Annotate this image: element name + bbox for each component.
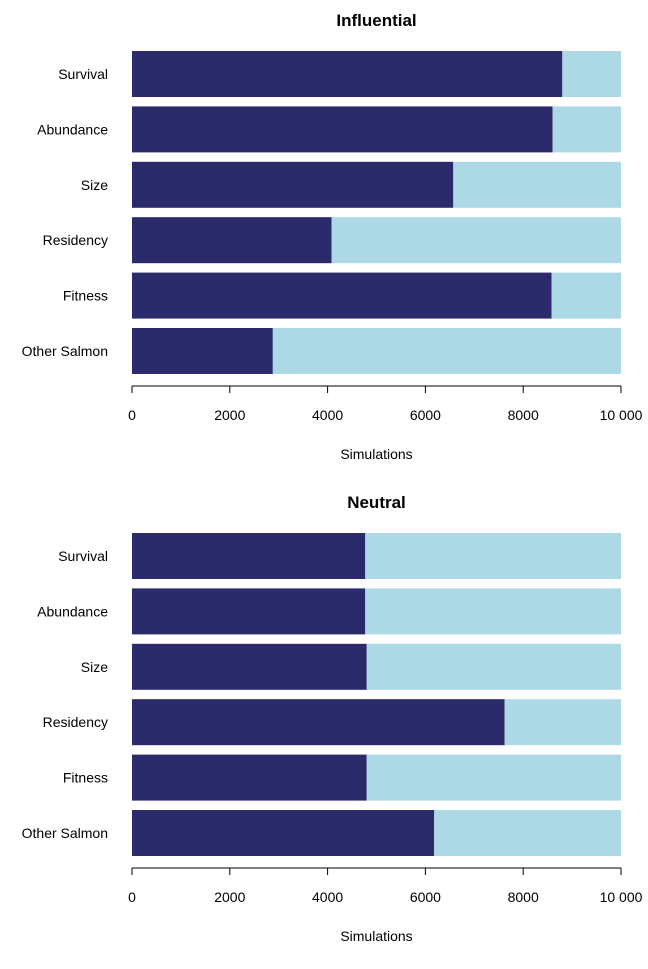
category-label: Other Salmon bbox=[22, 825, 108, 841]
x-tick-label: 8000 bbox=[508, 407, 539, 423]
neutral-chart-svg: Neutral Simulations Survival Abundance Siz… bbox=[22, 493, 643, 944]
influential-chart-svg: Influential Simulations Survival Abundanc… bbox=[22, 11, 643, 462]
bar-other-salmon-segment-0 bbox=[132, 328, 273, 374]
bar-abundance-segment-0 bbox=[132, 588, 366, 635]
bar-survival-segment-0 bbox=[132, 51, 563, 97]
chart-title: Influential bbox=[336, 11, 416, 30]
x-tick-label: 10 000 bbox=[600, 889, 643, 905]
bar-size-segment-0 bbox=[132, 161, 454, 208]
category-label: Residency bbox=[43, 714, 108, 730]
category-label: Fitness bbox=[63, 288, 108, 304]
bar-survival-segment-1 bbox=[562, 51, 621, 97]
x-tick-label: 6000 bbox=[410, 407, 441, 423]
bar-other-salmon-segment-1 bbox=[272, 328, 621, 374]
category-label: Survival bbox=[58, 66, 108, 82]
neutral-chart: Neutral Simulations Survival Abundance Siz… bbox=[0, 482, 648, 964]
category-label: Size bbox=[81, 177, 108, 193]
x-tick-label: 6000 bbox=[410, 889, 441, 905]
bar-fitness-segment-0 bbox=[132, 272, 552, 319]
x-tick-label: 8000 bbox=[508, 889, 539, 905]
x-tick-label: 2000 bbox=[214, 407, 245, 423]
category-label: Abundance bbox=[37, 603, 108, 619]
x-tick-label: 0 bbox=[128, 407, 136, 423]
x-axis-label: Simulations bbox=[340, 446, 412, 462]
bar-other-salmon-segment-1 bbox=[434, 810, 621, 856]
category-label: Survival bbox=[58, 548, 108, 564]
bar-size-segment-0 bbox=[132, 643, 367, 690]
bar-other-salmon-segment-0 bbox=[132, 810, 435, 856]
category-label: Other Salmon bbox=[22, 343, 108, 359]
bar-residency-segment-1 bbox=[331, 217, 621, 264]
bar-survival-segment-0 bbox=[132, 533, 366, 579]
bar-residency-segment-0 bbox=[132, 217, 332, 264]
category-label: Abundance bbox=[37, 121, 108, 137]
bar-survival-segment-1 bbox=[365, 533, 621, 579]
bar-size-segment-1 bbox=[453, 161, 621, 208]
x-tick-label: 4000 bbox=[312, 407, 343, 423]
bar-fitness-segment-0 bbox=[132, 754, 367, 801]
bar-abundance-segment-1 bbox=[552, 106, 621, 153]
category-label: Size bbox=[81, 659, 108, 675]
x-tick-label: 0 bbox=[128, 889, 136, 905]
category-label: Fitness bbox=[63, 770, 108, 786]
bar-residency-segment-1 bbox=[504, 699, 621, 746]
x-tick-label: 10 000 bbox=[600, 407, 643, 423]
x-tick-label: 4000 bbox=[312, 889, 343, 905]
x-tick-label: 2000 bbox=[214, 889, 245, 905]
bar-fitness-segment-1 bbox=[551, 272, 621, 319]
bar-abundance-segment-1 bbox=[365, 588, 621, 635]
bar-abundance-segment-0 bbox=[132, 106, 553, 153]
x-axis-label: Simulations bbox=[340, 928, 412, 944]
category-label: Residency bbox=[43, 232, 108, 248]
bar-residency-segment-0 bbox=[132, 699, 505, 746]
bar-size-segment-1 bbox=[366, 643, 621, 690]
chart-title: Neutral bbox=[347, 493, 406, 512]
bar-fitness-segment-1 bbox=[366, 754, 621, 801]
influential-chart: Influential Simulations Survival Abundanc… bbox=[0, 0, 648, 482]
